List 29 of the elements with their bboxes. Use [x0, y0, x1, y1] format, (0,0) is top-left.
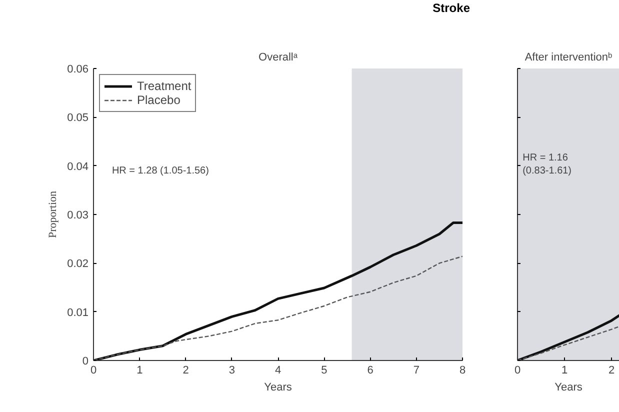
x-tick-label: 4 — [274, 364, 282, 376]
x-tick-label: 1 — [136, 364, 143, 376]
chart-title: Stroke — [432, 0, 470, 17]
legend-label: Treatment — [137, 79, 192, 93]
x-tick-label: 2 — [182, 364, 189, 376]
y-tick-label: 0 — [82, 356, 89, 368]
x-tick-label: 0 — [90, 364, 97, 376]
y-tick-label: 0.05 — [67, 112, 89, 124]
chart-title: After interventionᵇ — [524, 52, 612, 64]
x-tick-label: 8 — [459, 364, 466, 376]
x-axis-title: Years — [554, 382, 583, 394]
x-tick-label: 1 — [561, 364, 568, 376]
y-tick-label: 0.06 — [67, 64, 89, 76]
annotation: HR = 1.16 (0.83-1.61) — [522, 152, 572, 177]
y-tick-label: 0.03 — [67, 210, 89, 222]
x-axis-title: Years — [264, 382, 292, 394]
legend-label: Placebo — [137, 93, 180, 107]
y-tick-label: 0.02 — [67, 258, 89, 270]
x-tick-label: 0 — [514, 364, 521, 376]
annotation: HR = 1.28 (1.05-1.56) — [112, 166, 209, 177]
x-tick-label: 2 — [608, 364, 615, 376]
x-tick-label: 5 — [321, 364, 328, 376]
y-tick-label: 0.04 — [67, 160, 89, 173]
chart-subtitle: Overallᵃ — [258, 52, 298, 64]
x-tick-label: 6 — [367, 364, 374, 376]
x-tick-label: 3 — [228, 364, 235, 376]
y-tick-label: 0.01 — [67, 306, 89, 319]
x-tick-label: 7 — [413, 364, 420, 376]
y-axis-title: Proportion — [47, 190, 60, 238]
